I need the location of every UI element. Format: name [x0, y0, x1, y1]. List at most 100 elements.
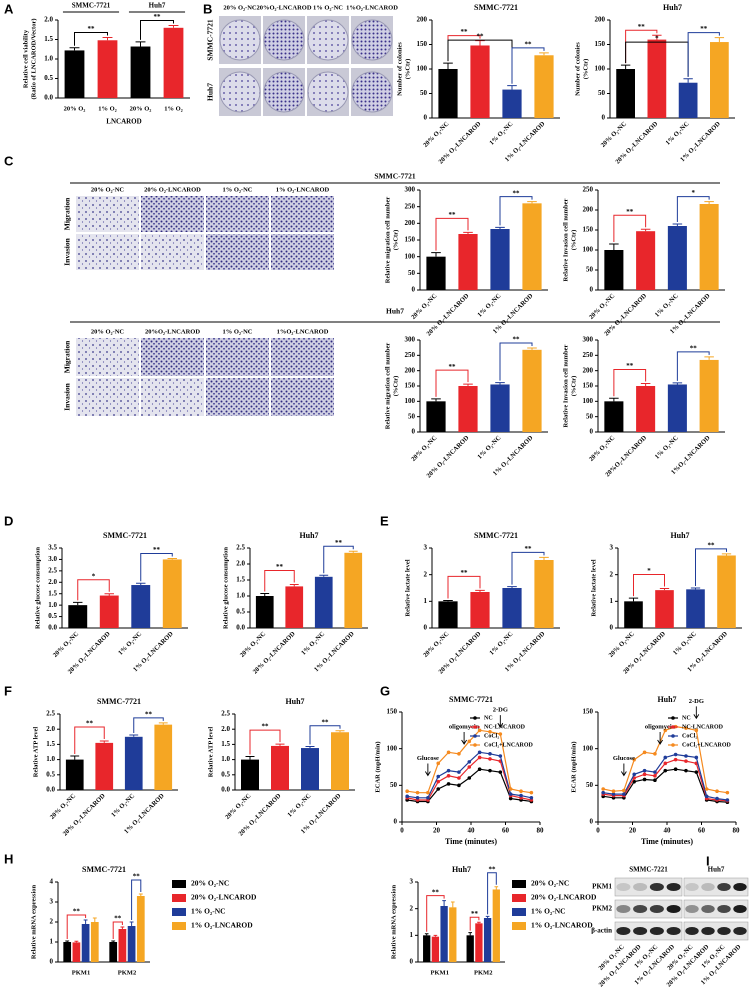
y-tick-label: 1.0 — [236, 592, 245, 600]
point — [477, 728, 482, 733]
significance-label: ** — [432, 888, 440, 896]
y-tick-label: 0.5 — [221, 770, 230, 778]
x-tick-label: PKM1 — [72, 969, 90, 976]
blot-row-label: PKM2 — [592, 905, 612, 913]
y-tick-label: 2.0 — [44, 16, 53, 24]
bar — [470, 592, 490, 628]
point — [663, 761, 668, 766]
x-tick-label: 1% O₂-NC — [488, 630, 514, 656]
error-bar — [289, 583, 299, 587]
bar — [655, 590, 674, 628]
significance-bracket — [511, 47, 545, 84]
error-bar — [158, 722, 168, 725]
significance-bracket — [426, 895, 445, 932]
y-tick-label: 2.5 — [46, 710, 55, 718]
significance-bracket — [447, 575, 481, 599]
significance-bracket — [511, 551, 545, 585]
column-label: 1%O₂-LNCAROD — [346, 4, 398, 11]
error-bar — [690, 587, 701, 590]
point — [653, 778, 657, 782]
point — [405, 794, 409, 799]
error-bar — [92, 917, 97, 922]
point — [457, 776, 461, 780]
x-tick-label: 1% O₂-NC — [117, 630, 143, 656]
error-bar — [475, 40, 485, 46]
significance-bracket — [264, 569, 295, 592]
point — [663, 755, 668, 760]
significance-bracket — [140, 553, 173, 582]
micrograph — [76, 378, 139, 416]
x-tick-label: 1% O₂-NC — [654, 292, 680, 318]
point — [653, 774, 657, 778]
significance-label: ** — [525, 545, 533, 553]
x-tick-label: 1% O₂-NC — [300, 630, 326, 656]
point — [622, 788, 626, 793]
y-tick-label: 2.5 — [48, 566, 57, 574]
y-tick-label: 250 — [405, 202, 416, 210]
column-label: 20% O₂-LNCAROD — [144, 186, 201, 193]
bar — [431, 936, 440, 962]
colony-plate — [219, 71, 261, 113]
y-axis-label: Relative glucose consumption — [222, 547, 229, 629]
y-axis-label: Relative mRNA expression — [30, 884, 37, 959]
blot-band — [733, 927, 747, 935]
y-axis-label: Relative cell viability — [22, 29, 29, 88]
row-label: SMMC-7721 — [206, 19, 215, 60]
point — [426, 796, 430, 800]
y-tick-label: 150 — [583, 226, 594, 234]
y-tick-label: 250 — [583, 186, 594, 194]
significance-bracket — [469, 916, 480, 931]
significance-label: ** — [626, 208, 634, 216]
bar — [90, 922, 99, 962]
point — [653, 770, 657, 774]
x-tick-label: 20 — [433, 827, 441, 835]
y-tick-label: 0 — [602, 114, 606, 122]
chart-title: SMMC-7721 — [97, 697, 141, 706]
blot-band — [666, 883, 681, 891]
group-label: SMMC-7721 — [72, 2, 111, 10]
point — [436, 761, 441, 766]
legend-label: NC-LNCAROD — [484, 724, 526, 730]
panel-label: G — [380, 683, 390, 698]
point — [415, 790, 420, 795]
bar — [458, 386, 478, 432]
point — [488, 768, 492, 773]
legend-label: NC-LNCAROD — [682, 724, 724, 730]
blot-band — [616, 905, 631, 913]
legend-label: CoCl₂+LNCAROD — [682, 742, 732, 748]
significance-label: ** — [145, 710, 153, 718]
point — [488, 730, 492, 734]
colony-plate — [351, 19, 393, 61]
significance-label: ** — [461, 28, 469, 36]
error-bar — [450, 901, 455, 908]
colony-plate — [219, 19, 261, 61]
y-tick-label: 2.0 — [46, 725, 55, 733]
error-bar — [683, 78, 693, 83]
x-tick-label: 80 — [733, 827, 741, 835]
point — [704, 794, 709, 799]
bar — [127, 926, 136, 962]
annotation: Glucose — [613, 755, 635, 762]
significance-label: ** — [449, 211, 457, 219]
y-tick-label: 200 — [583, 366, 594, 374]
y-tick-label: 0.0 — [44, 94, 53, 102]
y-tick-label: 0.0 — [221, 786, 230, 794]
blot-row-label: PKM1 — [592, 883, 612, 891]
x-tick-label: PKM1 — [431, 969, 449, 976]
x-tick-label: 1% O₂-NC — [654, 434, 680, 460]
point — [488, 752, 492, 756]
point — [446, 768, 451, 773]
point — [673, 757, 678, 762]
significance-bracket — [74, 32, 108, 46]
annotation-arrow — [657, 732, 663, 745]
bar — [130, 46, 151, 98]
point — [508, 796, 513, 801]
error-bar — [485, 915, 490, 918]
significance-bracket — [133, 717, 164, 733]
annotation-arrow — [424, 763, 431, 777]
bar — [699, 204, 719, 290]
point — [725, 790, 730, 795]
bar — [678, 82, 698, 118]
significance-label: ** — [690, 344, 698, 352]
point — [508, 787, 513, 791]
